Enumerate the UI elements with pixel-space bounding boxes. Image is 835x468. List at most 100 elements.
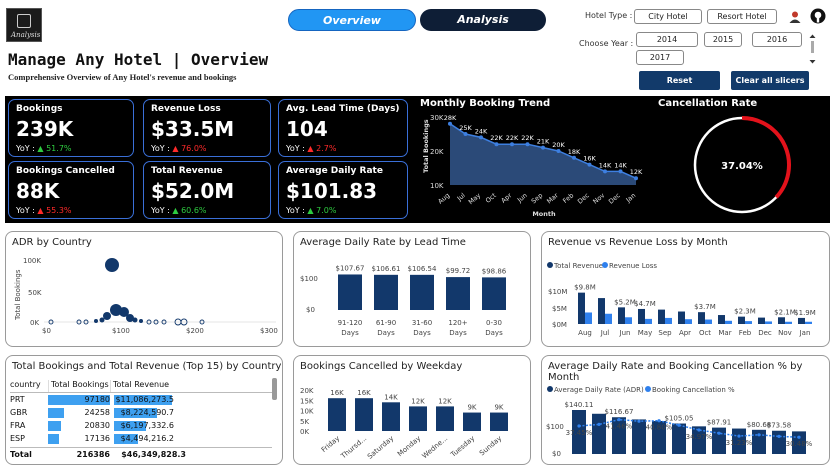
kpi-card: Bookings Cancelled 88K YoY : ▲ 55.3% (8, 161, 134, 219)
kpi-value: $33.5M (151, 117, 235, 141)
lead-xtick: Days (485, 329, 503, 337)
trend-point (479, 135, 483, 140)
trend-point (587, 162, 592, 167)
col-header[interactable]: Total Revenue (110, 380, 172, 392)
kpi-yoy: YoY : ▲ 7.0% (286, 206, 336, 215)
legend-cancel-label: Booking Cancellation % (652, 386, 735, 394)
clear-slicers-button[interactable]: Clear all slicers (731, 71, 809, 90)
app-logo: Analysis (6, 8, 42, 42)
kpi-title: Revenue Loss (151, 104, 221, 114)
adr-country-ytick: 100K (23, 257, 41, 265)
lead-xtick: 0-30 (486, 319, 502, 327)
adr-country-xtick: $0 (42, 327, 51, 335)
hotel-type-resort-chip[interactable]: Resort Hotel (707, 9, 777, 24)
trend-ytick: 30K (430, 114, 444, 122)
col-header[interactable]: country (10, 380, 41, 389)
rev-loss-title: Revenue vs Revenue Loss by Month (548, 237, 728, 248)
loss-bar (805, 321, 812, 324)
revenue-cell: $8,224,590.7 (112, 407, 174, 419)
kpi-yoy: YoY : ▲ 2.7% (286, 144, 336, 153)
total-revenue: $46,349,828.3 (121, 450, 186, 459)
revenue-databar (114, 434, 138, 444)
kpi-yoy-arrow-icon: ▲ (307, 206, 314, 215)
hotel-logo-icon (17, 14, 31, 28)
revenue-data-label: $2.3M (734, 308, 756, 316)
kpi-card: Bookings 239K YoY : ▲ 51.7% (8, 99, 134, 157)
loss-bar (705, 319, 712, 324)
reset-button[interactable]: Reset (639, 71, 720, 90)
kpi-value: 88K (16, 179, 60, 203)
year-chip-2016[interactable]: 2016 (752, 32, 802, 47)
trend-xtick: May (467, 191, 483, 206)
table-row[interactable]: ESP 17136 $4,494,216.2 (10, 433, 272, 445)
trend-xtick: Jul (455, 191, 467, 203)
cancel-point (657, 419, 661, 423)
cancel-point (597, 422, 601, 426)
weekday-panel: Bookings Cancelled by Weekday 20K 15K 10K 5… (293, 355, 531, 465)
year-chip-2015[interactable]: 2015 (704, 32, 742, 47)
github-icon[interactable] (810, 8, 826, 24)
weekday-bar (490, 412, 508, 431)
bookings-cell: 20830 (48, 420, 112, 432)
legend-loss-label: Revenue Loss (609, 262, 657, 270)
table-row[interactable]: FRA 20830 $6,197,332.6 (10, 420, 272, 432)
lead-xtick: Days (413, 329, 431, 337)
revenue-bar (598, 298, 605, 324)
kpi-yoy-value: 55.3% (46, 206, 72, 215)
lead-xtick: 120+ (448, 319, 467, 327)
bookings-value: 17136 (84, 434, 110, 443)
trend-data-label: 12K (630, 168, 643, 176)
trend-xtick: Apr (500, 191, 514, 205)
kpi-yoy-label: YoY : (16, 144, 35, 153)
year-chip-2017[interactable]: 2017 (636, 50, 684, 65)
adr-bar (612, 417, 626, 454)
nav-overview-button[interactable]: Overview (288, 9, 416, 31)
revenue-cell: $11,086,273.5 (112, 394, 174, 406)
monthly-trend-panel: Monthly Booking Trend Total Bookings 30K 2… (416, 97, 654, 221)
lead-data-label: $98.86 (482, 267, 507, 275)
col-header[interactable]: Total Bookings (48, 380, 110, 392)
user-icon[interactable] (788, 9, 802, 23)
kpi-yoy-label: YoY : (16, 206, 35, 215)
adr-bar (592, 413, 606, 454)
revenue-bar (698, 312, 705, 324)
weekday-xtick: Friday (320, 434, 341, 454)
country-cell: GBR (10, 408, 28, 417)
cancel-point (677, 423, 681, 427)
trend-xtick: Oct (484, 191, 498, 205)
cancel-line (578, 418, 800, 438)
revenue-bar (618, 307, 625, 324)
table-row[interactable]: PRT 97180 $11,086,273.5 (10, 394, 272, 406)
bookings-databar (48, 421, 62, 431)
legend-loss-dot (602, 262, 608, 268)
nav-analysis-button[interactable]: Analysis (420, 9, 546, 31)
kpi-yoy-arrow-icon: ▲ (307, 144, 314, 153)
adr-cancel-chart: Average Daily Rate (ADR) Booking Cancell… (546, 386, 813, 458)
page-title: Manage Any Hotel | Overview (8, 50, 269, 69)
kpi-yoy-arrow-icon: ▲ (37, 144, 44, 153)
year-chip-2014[interactable]: 2014 (636, 32, 698, 47)
revenue-bar (638, 308, 645, 324)
table-row[interactable]: GBR 24258 $8,224,590.7 (10, 407, 272, 419)
trend-ytick: 20K (430, 148, 444, 156)
cancellation-gauge: 37.04% (693, 116, 791, 214)
year-scrollbar[interactable] (808, 33, 817, 65)
cancel-point (777, 434, 781, 438)
kpi-value: $101.83 (286, 179, 378, 203)
trend-xtick: Aug (436, 191, 451, 205)
weekday-data-label: 9K (467, 404, 476, 412)
loss-bar (725, 320, 732, 324)
cancel-point (757, 433, 761, 437)
kpi-card: Avg. Lead Time (Days) 104 YoY : ▲ 2.7% (278, 99, 408, 157)
legend-adr-dot (547, 386, 553, 392)
lead-xtick: 31-60 (412, 319, 432, 327)
trend-xtick: Mar (545, 191, 560, 205)
cancel-point (797, 435, 801, 439)
hotel-type-city-chip[interactable]: City Hotel (634, 9, 702, 24)
revenue-data-label: $3.7M (694, 303, 716, 311)
kpi-yoy-value: 51.7% (46, 144, 72, 153)
trend-point (448, 121, 452, 126)
kpi-card: Average Daily Rate $101.83 YoY : ▲ 7.0% (278, 161, 408, 219)
hotel-type-label: Hotel Type : (585, 11, 633, 20)
top15-scrollbar[interactable] (272, 378, 277, 400)
